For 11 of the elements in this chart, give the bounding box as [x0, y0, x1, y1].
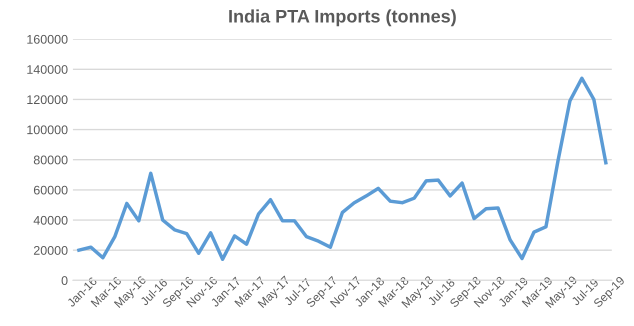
y-tick-label: 40000 — [34, 216, 68, 225]
y-tick-label: 60000 — [34, 186, 68, 195]
y-tick-label: 80000 — [34, 156, 68, 164]
y-tick-label: 0 — [62, 276, 68, 286]
y-tick-label: 140000 — [27, 65, 68, 74]
line-series — [77, 76, 608, 261]
y-tick-label: 160000 — [27, 34, 68, 44]
y-tick-label: 20000 — [34, 246, 68, 255]
chart-title: India PTA Imports (tonnes) — [229, 9, 456, 26]
y-tick-label: 100000 — [27, 125, 68, 134]
y-tick-label: 120000 — [27, 95, 68, 104]
